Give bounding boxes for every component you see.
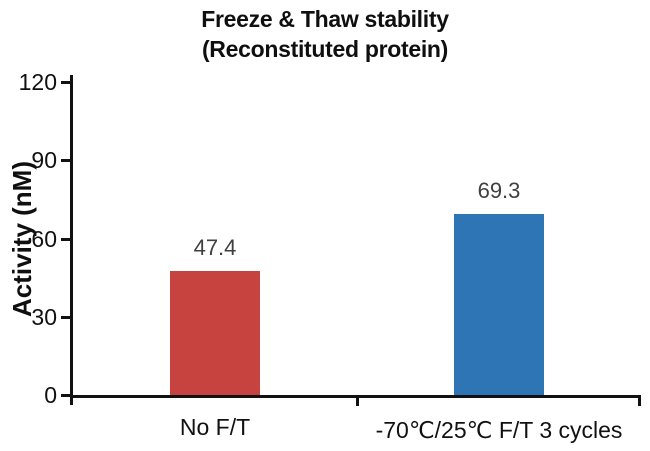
bar-value-label-0: 47.4 bbox=[193, 235, 237, 261]
y-tick-label: 120 bbox=[18, 69, 57, 95]
x-axis-line bbox=[70, 395, 641, 398]
x-axis-mid-tick bbox=[356, 395, 359, 406]
bar-1 bbox=[454, 214, 544, 395]
bar-value-label-1: 69.3 bbox=[477, 178, 521, 204]
y-tick bbox=[61, 237, 70, 241]
y-tick-label: 30 bbox=[31, 303, 57, 330]
chart-title-line2: (Reconstituted protein) bbox=[201, 36, 449, 62]
y-tick bbox=[61, 394, 70, 397]
y-tick bbox=[61, 81, 70, 84]
x-category-label-1: -70℃/25℃ F/T 3 cycles bbox=[375, 417, 623, 443]
x-axis-end-tick bbox=[638, 395, 641, 406]
y-tick bbox=[61, 159, 70, 163]
chart-title: Freeze & Thaw stability (Reconstituted p… bbox=[0, 4, 650, 64]
y-tick bbox=[61, 315, 70, 319]
chart-title-line1: Freeze & Thaw stability bbox=[201, 6, 449, 32]
y-tick-label: 0 bbox=[44, 382, 57, 408]
y-axis-line bbox=[70, 75, 73, 405]
y-tick-label: 90 bbox=[31, 147, 57, 174]
y-tick-label: 60 bbox=[31, 225, 57, 252]
x-category-label-0: No F/T bbox=[179, 414, 251, 440]
bar-0 bbox=[170, 271, 260, 395]
